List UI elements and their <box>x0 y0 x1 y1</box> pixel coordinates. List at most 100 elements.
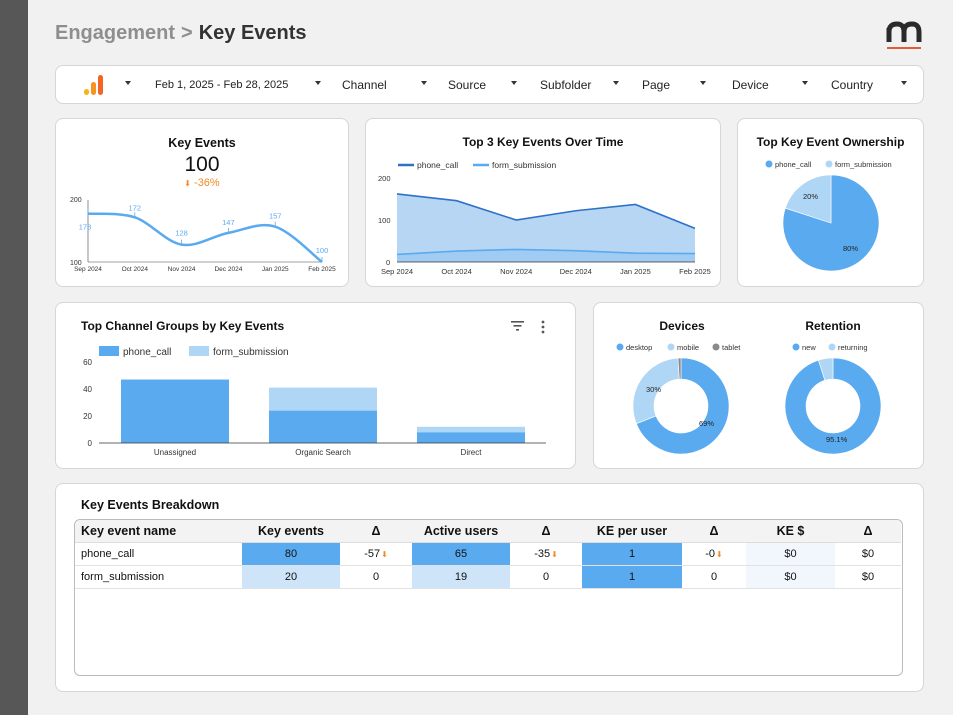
brand-logo <box>886 21 922 49</box>
over-time-title: Top 3 Key Events Over Time <box>462 135 624 149</box>
breakdown-table-wrapper: Key event name Key events Δ Active users… <box>74 519 903 676</box>
column-header[interactable]: Δ <box>510 520 582 543</box>
slice-returning <box>818 357 834 381</box>
slice-desktop <box>635 357 730 455</box>
table-cell: form_submission <box>75 565 242 589</box>
column-header[interactable]: Key events <box>242 520 340 543</box>
data-label: 178 <box>79 223 92 232</box>
x-tick-label: Oct 2024 <box>441 267 471 276</box>
legend-phone-call: phone_call <box>123 347 171 358</box>
y-tick: 200 <box>378 174 391 183</box>
table-cell: 0 <box>682 565 746 589</box>
table-cell: 19 <box>412 565 510 589</box>
x-tick-label: Nov 2024 <box>168 266 196 273</box>
analytics-icon <box>84 74 103 95</box>
filter-icon[interactable] <box>511 320 525 332</box>
over-time-card: Top 3 Key Events Over Time phone_call fo… <box>365 118 721 287</box>
left-rail <box>0 0 28 715</box>
column-header[interactable]: KE $ <box>746 520 835 543</box>
analytics-filter[interactable] <box>82 66 106 103</box>
x-tick-label: Dec 2024 <box>214 266 242 273</box>
data-label: 172 <box>129 203 142 212</box>
slice-label-form-submission: 20% <box>803 192 818 201</box>
channel-filter[interactable]: Channel <box>342 77 387 92</box>
bar-phone_call <box>121 379 229 443</box>
channel-groups-card: Top Channel Groups by Key Events phone_c… <box>55 302 576 469</box>
legend-tablet: tablet <box>722 343 741 352</box>
date-range-picker[interactable]: Feb 1, 2025 - Feb 28, 2025 <box>155 78 289 91</box>
x-tick-label: Direct <box>461 448 483 457</box>
table-cell: 65 <box>412 542 510 566</box>
y-tick: 0 <box>88 439 93 448</box>
device-filter[interactable]: Device <box>732 77 769 92</box>
area-phone_call <box>397 193 695 262</box>
table-cell: $0 <box>746 565 835 589</box>
chevron-down-icon[interactable] <box>511 81 517 85</box>
over-time-chart: phone_call form_submission 200 100 0 Sep… <box>378 160 711 276</box>
table-cell: $0 <box>835 565 901 589</box>
table-row[interactable]: form_submission 20 0 19 0 1 0 $0 $0 <box>75 565 901 589</box>
subfolder-filter[interactable]: Subfolder <box>540 77 592 92</box>
table-cell: $0 <box>746 542 835 566</box>
bar-form_submission <box>417 426 525 433</box>
column-header[interactable]: Active users <box>412 520 510 543</box>
y-tick-200: 200 <box>70 197 82 204</box>
table-row[interactable]: phone_call 80 -57⬇ 65 -35⬇ 1 -0⬇ $0 $0 <box>75 542 901 566</box>
legend-mobile: mobile <box>677 343 699 352</box>
x-tick-label: Nov 2024 <box>500 267 532 276</box>
x-tick-label: Oct 2024 <box>122 266 149 273</box>
table-cell: phone_call <box>75 542 242 566</box>
x-tick-label: Sep 2024 <box>381 267 413 276</box>
chevron-down-icon[interactable] <box>421 81 427 85</box>
country-filter[interactable]: Country <box>831 77 874 92</box>
scorecard-value: 100 <box>184 153 220 176</box>
slice-label-desktop: 69% <box>699 419 714 428</box>
column-header[interactable]: Key event name <box>75 520 242 543</box>
ownership-pie-chart: phone_call form_submission 80% 20% <box>765 160 892 272</box>
x-tick-label: Jan 2025 <box>620 267 651 276</box>
slice-form_submission <box>784 174 832 224</box>
breakdown-title: Key Events Breakdown <box>81 498 220 512</box>
chevron-down-icon[interactable] <box>700 81 706 85</box>
breakdown-table: Key event name Key events Δ Active users… <box>75 520 901 589</box>
table-cell: -35⬇ <box>510 542 582 566</box>
down-arrow-icon: ⬇ <box>184 179 191 188</box>
y-tick: 40 <box>83 385 92 394</box>
table-cell: -57⬇ <box>340 542 412 566</box>
chevron-down-icon[interactable] <box>315 81 321 85</box>
scorecard-sparkline: 200 100 Sep 2024 Oct 2024 Nov 2024 Dec 2024… <box>70 197 336 273</box>
legend-phone-call: phone_call <box>775 160 812 169</box>
chevron-down-icon[interactable] <box>901 81 907 85</box>
ownership-card: Top Key Event Ownership phone_call form_… <box>737 118 924 287</box>
down-arrow-icon: ⬇ <box>551 549 558 559</box>
chevron-down-icon[interactable] <box>125 81 131 85</box>
slice-new <box>784 357 882 455</box>
column-header[interactable]: KE per user <box>582 520 682 543</box>
filter-bar: Feb 1, 2025 - Feb 28, 2025 Channel Sourc… <box>55 65 924 104</box>
legend-returning: returning <box>838 343 868 352</box>
breadcrumb-engagement[interactable]: Engagement <box>55 22 176 44</box>
column-header[interactable]: Δ <box>682 520 746 543</box>
y-tick: 60 <box>83 358 92 367</box>
x-tick-label: Dec 2024 <box>560 267 592 276</box>
column-header[interactable]: Δ <box>340 520 412 543</box>
x-tick-label: Sep 2024 <box>74 266 102 273</box>
bar-phone_call <box>269 410 377 443</box>
data-label: 100 <box>316 246 329 255</box>
scorecard-title: Key Events <box>168 136 236 150</box>
legend-form-submission: form_submission <box>213 347 289 358</box>
scorecard-change: ⬇ -36% <box>184 177 220 189</box>
table-cell: -0⬇ <box>682 542 746 566</box>
page-filter[interactable]: Page <box>642 77 671 92</box>
x-tick-label: Organic Search <box>295 448 351 457</box>
source-filter[interactable]: Source <box>448 77 487 92</box>
table-cell: $0 <box>835 542 901 566</box>
more-options-icon[interactable] <box>540 320 546 334</box>
column-header[interactable]: Δ <box>835 520 901 543</box>
donut-charts: desktop mobile tablet new returning 69% … <box>616 343 882 455</box>
x-tick-label: Feb 2025 <box>679 267 711 276</box>
bar-phone_call <box>417 432 525 443</box>
chevron-down-icon[interactable] <box>802 81 808 85</box>
x-tick-label: Jan 2025 <box>262 266 289 273</box>
chevron-down-icon[interactable] <box>613 81 619 85</box>
